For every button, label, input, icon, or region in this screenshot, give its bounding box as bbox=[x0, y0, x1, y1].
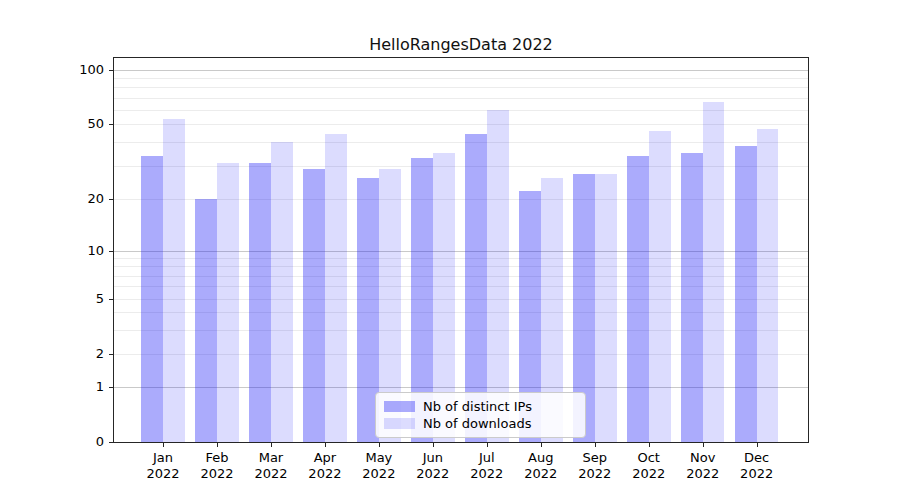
bar-feb-downloads bbox=[217, 163, 239, 442]
y-tick-mark-1 bbox=[109, 387, 113, 388]
x-tick-mark-oct bbox=[649, 443, 650, 447]
y-tick-label-0: 0 bbox=[58, 434, 104, 450]
y-tick-label-20: 20 bbox=[58, 191, 104, 207]
y-tick-mark-20 bbox=[109, 199, 113, 200]
bar-sep-downloads bbox=[595, 174, 617, 442]
legend-item-distinct-ips: Nb of distinct IPs bbox=[384, 398, 577, 415]
x-tick-mark-may bbox=[379, 443, 380, 447]
gridline-y-100 bbox=[114, 70, 808, 71]
x-tick-mark-sep bbox=[595, 443, 596, 447]
bar-nov-distinct-ips bbox=[681, 153, 703, 442]
x-tick-mark-mar bbox=[271, 443, 272, 447]
legend-label-downloads: Nb of downloads bbox=[423, 416, 531, 431]
legend-item-downloads: Nb of downloads bbox=[384, 415, 577, 432]
y-tick-mark-5 bbox=[109, 299, 113, 300]
plot-area bbox=[113, 57, 809, 443]
bar-feb-distinct-ips bbox=[195, 199, 217, 442]
y-tick-label-50: 50 bbox=[58, 116, 104, 132]
bar-mar-downloads bbox=[271, 142, 293, 442]
y-tick-label-5: 5 bbox=[58, 291, 104, 307]
bar-nov-downloads bbox=[703, 102, 725, 442]
y-tick-label-2: 2 bbox=[58, 346, 104, 362]
x-tick-mark-jul bbox=[487, 443, 488, 447]
y-tick-mark-2 bbox=[109, 354, 113, 355]
y-tick-mark-50 bbox=[109, 124, 113, 125]
y-tick-mark-100 bbox=[109, 70, 113, 71]
figure: HelloRangesData 2022 0125102050100 Jan20… bbox=[0, 0, 900, 500]
x-tick-mark-jan bbox=[163, 443, 164, 447]
x-tick-mark-feb bbox=[217, 443, 218, 447]
bar-apr-distinct-ips bbox=[303, 169, 325, 442]
legend: Nb of distinct IPs Nb of downloads bbox=[375, 392, 586, 438]
x-tick-mark-aug bbox=[541, 443, 542, 447]
bar-oct-distinct-ips bbox=[627, 156, 649, 442]
gridline-y-80 bbox=[114, 87, 808, 88]
x-tick-mark-jun bbox=[433, 443, 434, 447]
bar-oct-downloads bbox=[649, 131, 671, 442]
y-tick-mark-10 bbox=[109, 251, 113, 252]
x-tick-label-dec: Dec2022 bbox=[725, 450, 789, 482]
x-tick-mark-nov bbox=[703, 443, 704, 447]
bar-mar-distinct-ips bbox=[249, 163, 271, 442]
legend-label-distinct-ips: Nb of distinct IPs bbox=[423, 399, 532, 414]
y-tick-label-100: 100 bbox=[58, 62, 104, 78]
bar-dec-distinct-ips bbox=[735, 146, 757, 442]
legend-swatch-downloads bbox=[384, 418, 415, 429]
x-tick-mark-dec bbox=[757, 443, 758, 447]
bar-apr-downloads bbox=[325, 134, 347, 442]
gridline-y-90 bbox=[114, 78, 808, 79]
chart-title: HelloRangesData 2022 bbox=[113, 35, 809, 54]
legend-swatch-distinct-ips bbox=[384, 401, 415, 412]
gridline-y-70 bbox=[114, 98, 808, 99]
y-tick-label-1: 1 bbox=[58, 379, 104, 395]
x-tick-mark-apr bbox=[325, 443, 326, 447]
bar-jan-downloads bbox=[163, 119, 185, 442]
y-tick-mark-0 bbox=[109, 442, 113, 443]
bar-jan-distinct-ips bbox=[141, 156, 163, 442]
y-tick-label-10: 10 bbox=[58, 243, 104, 259]
bar-dec-downloads bbox=[757, 129, 779, 442]
